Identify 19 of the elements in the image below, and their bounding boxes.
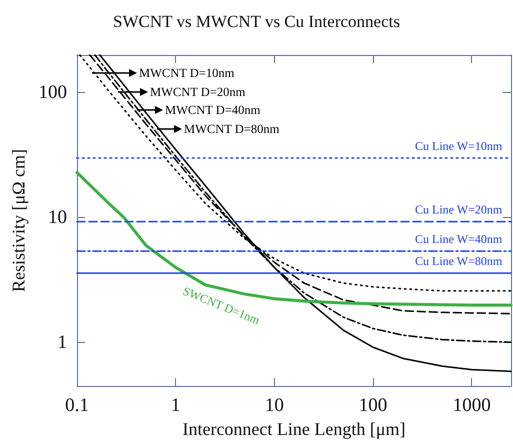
x-tick-label: 1000 <box>452 395 491 416</box>
x-tick-label: 100 <box>358 395 388 416</box>
series-label: Cu Line W=80nm <box>415 254 503 268</box>
x-axis-title: Interconnect Line Length [μm] <box>182 419 406 439</box>
y-tick-label: 1 <box>58 332 67 354</box>
y-tick-label: 100 <box>38 82 67 104</box>
series-label: Cu Line W=20nm <box>415 202 503 217</box>
x-tick-label: 10 <box>264 395 284 416</box>
x-tick-label: 1 <box>170 395 180 416</box>
legend-label: MWCNT D=40nm <box>165 103 261 117</box>
legend-label: MWCNT D=10nm <box>139 66 235 80</box>
legend-label: MWCNT D=80nm <box>184 122 280 136</box>
y-tick-label: 10 <box>48 207 67 228</box>
y-axis-title: Resistivity [μΩ cm] <box>8 149 29 292</box>
chart-title: SWCNT vs MWCNT vs Cu Interconnects <box>113 12 400 31</box>
x-tick-label: 0.1 <box>65 395 89 416</box>
legend-label: MWCNT D=20nm <box>150 85 246 99</box>
series-label: Cu Line W=40nm <box>415 232 503 246</box>
series-label: Cu Line W=10nm <box>415 139 503 154</box>
